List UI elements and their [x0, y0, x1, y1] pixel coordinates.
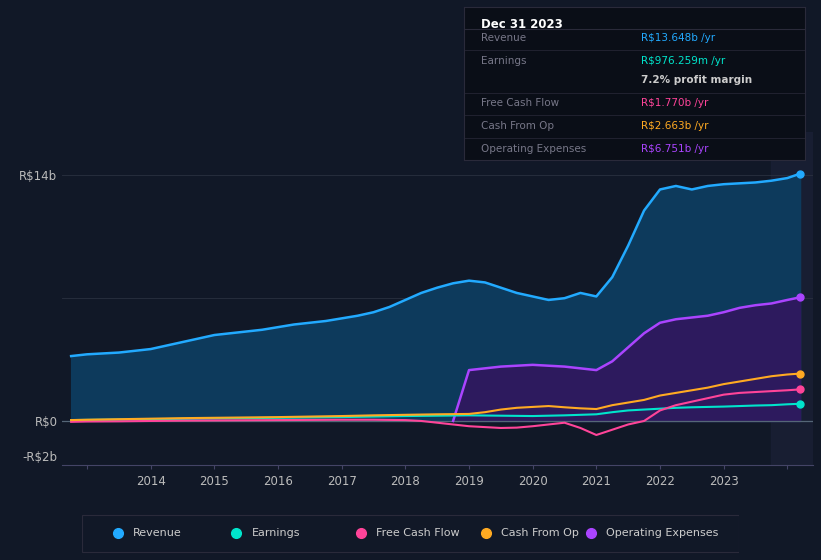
Text: Revenue: Revenue: [481, 32, 526, 43]
Bar: [772, 132, 813, 465]
Text: R$976.259m /yr: R$976.259m /yr: [641, 55, 725, 66]
Text: Earnings: Earnings: [481, 55, 526, 66]
Text: Operating Expenses: Operating Expenses: [481, 144, 586, 154]
Text: Cash From Op: Cash From Op: [501, 528, 579, 538]
Text: Free Cash Flow: Free Cash Flow: [376, 528, 460, 538]
Text: 7.2% profit margin: 7.2% profit margin: [641, 76, 752, 85]
Text: R$13.648b /yr: R$13.648b /yr: [641, 32, 715, 43]
Text: Free Cash Flow: Free Cash Flow: [481, 98, 559, 108]
Text: Dec 31 2023: Dec 31 2023: [481, 18, 562, 31]
Text: Cash From Op: Cash From Op: [481, 121, 554, 131]
Text: R$6.751b /yr: R$6.751b /yr: [641, 144, 709, 154]
Text: R$1.770b /yr: R$1.770b /yr: [641, 98, 709, 108]
Text: Earnings: Earnings: [251, 528, 300, 538]
FancyBboxPatch shape: [82, 515, 739, 552]
Text: Revenue: Revenue: [133, 528, 182, 538]
Text: Operating Expenses: Operating Expenses: [606, 528, 718, 538]
Text: R$2.663b /yr: R$2.663b /yr: [641, 121, 709, 131]
